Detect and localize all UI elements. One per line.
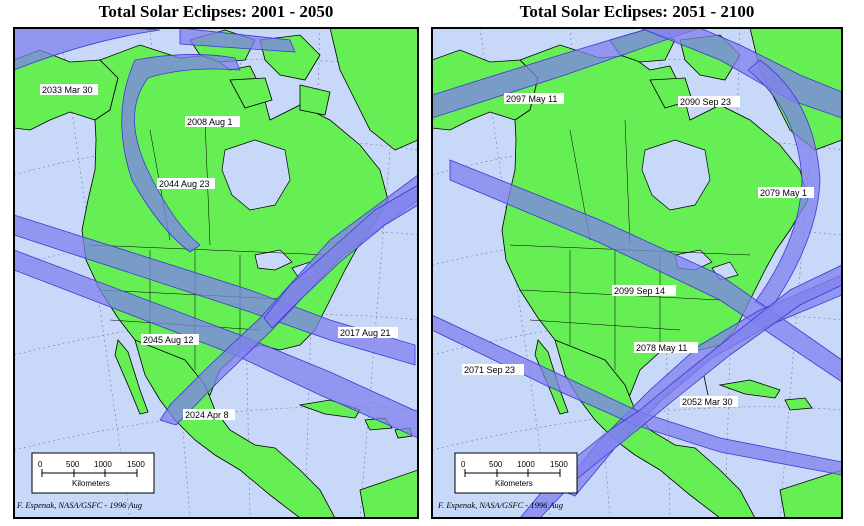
map-panel-2001-2050: 2033 Mar 30 2008 Aug 1 2044 Aug 23 2045 …	[14, 28, 418, 518]
frame-right	[431, 27, 843, 519]
path-2033-mar-30	[14, 28, 161, 71]
scale-bar-right: 0 500 1000 1500 Kilometers	[454, 452, 578, 494]
path-2045-aug-12	[14, 249, 418, 439]
svg-text:2017 Aug 21: 2017 Aug 21	[340, 328, 391, 338]
svg-text:2090 Sep 23: 2090 Sep 23	[680, 97, 731, 107]
svg-text:2071 Sep 23: 2071 Sep 23	[464, 365, 515, 375]
svg-text:Kilometers: Kilometers	[495, 479, 533, 488]
eclipse-labels-left: 2033 Mar 30 2008 Aug 1 2044 Aug 23 2045 …	[40, 84, 398, 420]
eclipse-paths-2051-2100	[432, 28, 842, 518]
path-2099-sep-14	[449, 159, 842, 383]
svg-text:2099 Sep 14: 2099 Sep 14	[614, 286, 665, 296]
credit-right: F. Espenak, NASA/GSFC - 1996 Aug	[437, 500, 563, 510]
svg-text:Kilometers: Kilometers	[72, 479, 110, 488]
svg-text:1500: 1500	[127, 460, 145, 469]
svg-text:2033 Mar 30: 2033 Mar 30	[42, 85, 93, 95]
scale-bar-left: 0 500 1000 1500 Kilometers	[31, 452, 155, 494]
svg-text:2024 Apr 8: 2024 Apr 8	[185, 410, 229, 420]
svg-text:2078 May 11: 2078 May 11	[636, 343, 687, 353]
path-2008-aug-1	[121, 54, 241, 253]
panel-title-2: Total Solar Eclipses: 2051 - 2100	[519, 2, 755, 21]
path-2024-apr-8	[263, 184, 418, 329]
svg-text:2008 Aug 1: 2008 Aug 1	[187, 117, 233, 127]
map-panel-2051-2100: 2097 May 11 2090 Sep 23 2079 May 1 2099 …	[432, 28, 842, 518]
svg-text:500: 500	[489, 460, 503, 469]
svg-text:2079 May 1: 2079 May 1	[760, 188, 807, 198]
svg-text:500: 500	[66, 460, 80, 469]
svg-text:1500: 1500	[550, 460, 568, 469]
eclipse-labels-right: 2097 May 11 2090 Sep 23 2079 May 1 2099 …	[462, 93, 814, 407]
credit-left: F. Espenak, NASA/GSFC - 1996 Aug	[16, 500, 142, 510]
svg-text:1000: 1000	[94, 460, 112, 469]
svg-text:2097 May 11: 2097 May 11	[506, 94, 557, 104]
svg-text:1000: 1000	[517, 460, 535, 469]
frame-left	[13, 27, 419, 519]
svg-text:2052 Mar 30: 2052 Mar 30	[682, 397, 733, 407]
path-2052-mar-30	[519, 264, 842, 518]
eclipse-paths-2001-2050	[14, 28, 418, 439]
svg-text:2044 Aug 23: 2044 Aug 23	[159, 179, 210, 189]
path-2097-may-11	[432, 28, 701, 119]
path-2033-top-band	[179, 28, 296, 53]
svg-text:0: 0	[38, 460, 43, 469]
svg-text:2045 Aug 12: 2045 Aug 12	[143, 335, 194, 345]
panel-title-1: Total Solar Eclipses: 2001 - 2050	[98, 2, 334, 21]
svg-text:0: 0	[461, 460, 466, 469]
